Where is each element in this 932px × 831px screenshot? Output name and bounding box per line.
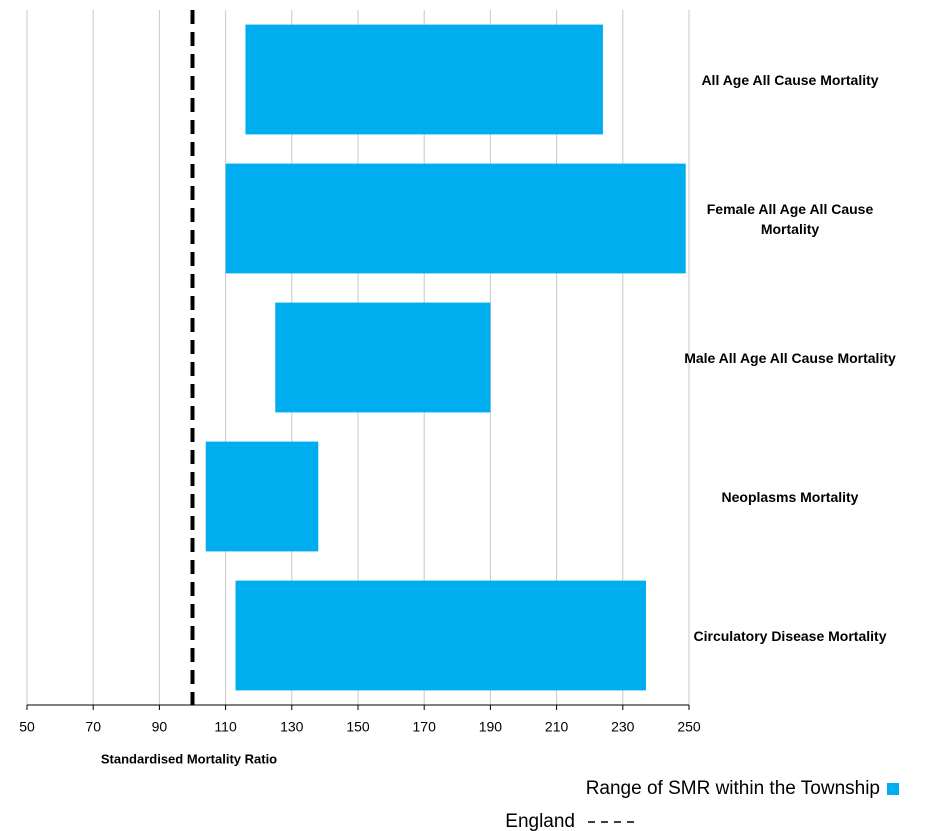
category-label: Circulatory Disease Mortality <box>693 627 887 644</box>
x-tick-label: 110 <box>214 719 237 735</box>
bar <box>235 580 646 691</box>
x-tick-label: 50 <box>19 719 35 735</box>
x-tick-label: 190 <box>479 719 503 735</box>
x-tick-label: 170 <box>413 719 437 735</box>
x-tick-label: 230 <box>611 719 635 735</box>
bar <box>245 24 603 135</box>
bar <box>225 163 686 274</box>
category-label: Neoplasms Mortality <box>721 488 859 505</box>
category-label: All Age All Cause Mortality <box>701 71 879 88</box>
x-tick-label: 210 <box>545 719 569 735</box>
legend-label: Range of SMR within the Township <box>586 778 880 799</box>
bar <box>275 302 491 413</box>
x-tick-label: 70 <box>85 719 101 735</box>
x-tick-label: 90 <box>152 719 168 735</box>
x-tick-label: 150 <box>346 719 370 735</box>
legend-label: England <box>505 811 575 831</box>
legend-swatch <box>887 783 899 795</box>
x-tick-label: 130 <box>280 719 304 735</box>
bar <box>205 441 319 552</box>
category-label: Female All Age All Cause Mortality <box>706 200 874 237</box>
x-tick-label: 250 <box>677 719 701 735</box>
x-axis-title: Standardised Mortality Ratio <box>101 751 277 766</box>
category-label: Male All Age All Cause Mortality <box>684 349 896 366</box>
